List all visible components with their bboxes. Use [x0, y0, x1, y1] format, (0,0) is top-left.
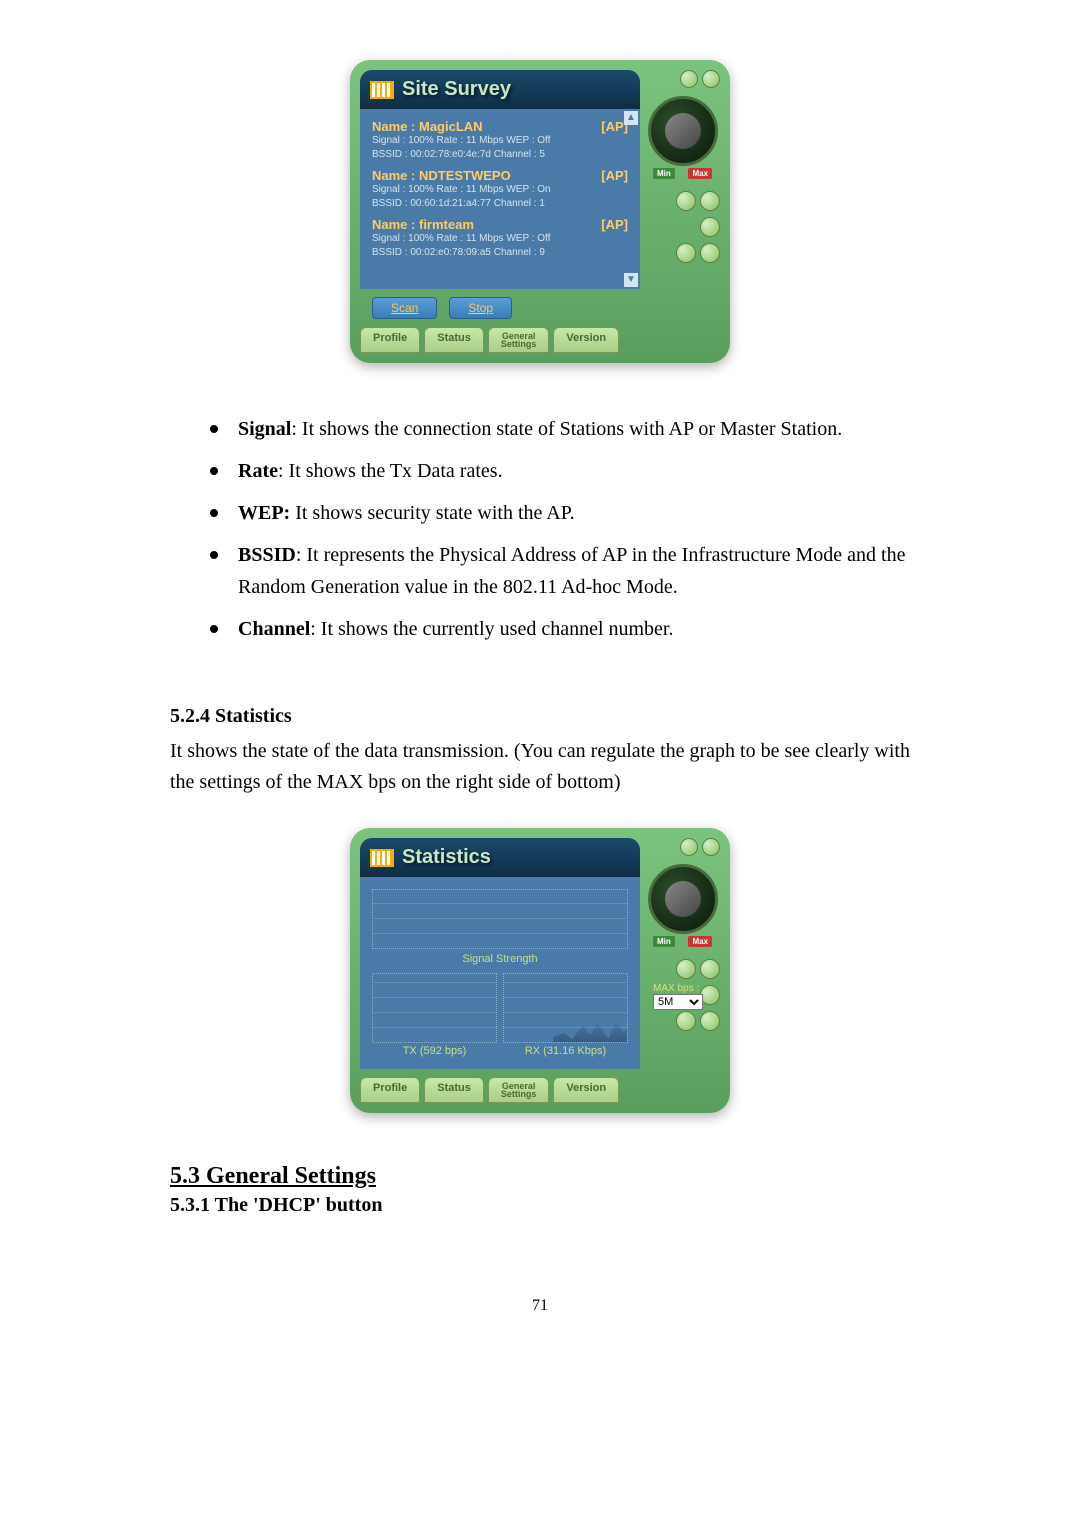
tx-graph — [372, 973, 497, 1043]
max-label: Max — [688, 936, 712, 947]
window-title: Statistics — [402, 846, 491, 869]
bullet-signal: Signal: It shows the connection state of… — [210, 413, 910, 445]
bullet-text: : It represents the Physical Address of … — [238, 544, 905, 598]
rx-graph — [503, 973, 628, 1043]
signal-dial — [648, 96, 718, 166]
tab-profile[interactable]: Profile — [360, 327, 420, 353]
network-detail-line: BSSID : 00:02:78:e0:4e:7d Channel : 5 — [372, 148, 628, 162]
name-label: Name : — [372, 217, 415, 232]
bullet-list: Signal: It shows the connection state of… — [210, 413, 910, 645]
bullet-label: Rate — [238, 460, 278, 482]
page-number: 71 — [170, 1297, 910, 1315]
side-icon[interactable] — [700, 191, 720, 211]
bullet-label: Channel — [238, 618, 310, 640]
window-title: Site Survey — [402, 78, 511, 101]
side-icon[interactable] — [700, 959, 720, 979]
max-bps-label: MAX bps : — [653, 983, 718, 994]
bullet-label: BSSID — [238, 544, 296, 566]
bullet-icon — [210, 509, 218, 517]
bullet-text: : It shows the Tx Data rates. — [278, 460, 503, 482]
side-icon[interactable] — [676, 243, 696, 263]
stop-button[interactable]: Stop — [449, 297, 512, 319]
minimize-icon[interactable] — [680, 838, 698, 856]
max-bps-control: MAX bps : 5M — [653, 983, 718, 1010]
bullet-wep: WEP: It shows security state with the AP… — [210, 497, 910, 529]
tab-status[interactable]: Status — [424, 1077, 484, 1103]
side-controls: Min Max — [645, 70, 720, 263]
network-item[interactable]: Name : MagicLAN [AP] Signal : 100% Rate … — [372, 119, 628, 162]
rx-label: RX (31.16 Kbps) — [503, 1045, 628, 1057]
bullet-bssid: BSSID: It represents the Physical Addres… — [210, 539, 910, 603]
network-detail-line: Signal : 100% Rate : 11 Mbps WEP : Off — [372, 232, 628, 246]
side-icon[interactable] — [676, 191, 696, 211]
dhcp-subheading: 5.3.1 The 'DHCP' button — [170, 1194, 910, 1217]
signal-strength-label: Signal Strength — [372, 953, 628, 965]
network-detail-line: BSSID : 00:02:e0:78:09:a5 Channel : 9 — [372, 246, 628, 260]
network-name: firmteam — [419, 217, 474, 232]
min-label: Min — [653, 936, 675, 947]
name-label: Name : — [372, 168, 415, 183]
bullet-rate: Rate: It shows the Tx Data rates. — [210, 455, 910, 487]
bullet-icon — [210, 551, 218, 559]
button-row: Scan Stop — [360, 289, 640, 319]
app-icon — [370, 81, 394, 99]
side-icon[interactable] — [700, 1011, 720, 1031]
statistics-heading: 5.2.4 Statistics — [170, 705, 910, 728]
network-detail-line: Signal : 100% Rate : 11 Mbps WEP : Off — [372, 134, 628, 148]
bottom-tabs: Profile Status GeneralSettings Version — [360, 1077, 660, 1103]
network-item[interactable]: Name : firmteam [AP] Signal : 100% Rate … — [372, 217, 628, 260]
site-survey-screenshot: Site Survey ▲ Name : MagicLAN [AP] Signa… — [170, 60, 910, 363]
app-window: Site Survey ▲ Name : MagicLAN [AP] Signa… — [350, 60, 730, 363]
tab-version[interactable]: Version — [553, 327, 619, 353]
max-bps-select[interactable]: 5M — [653, 994, 703, 1010]
network-type: [AP] — [601, 168, 628, 183]
scroll-down-icon[interactable]: ▼ — [624, 273, 638, 287]
bullet-icon — [210, 425, 218, 433]
tx-label: TX (592 bps) — [372, 1045, 497, 1057]
tab-profile[interactable]: Profile — [360, 1077, 420, 1103]
tab-status[interactable]: Status — [424, 327, 484, 353]
tab-general-settings[interactable]: GeneralSettings — [488, 1077, 550, 1103]
network-type: [AP] — [601, 217, 628, 232]
bullet-text: : It shows the connection state of Stati… — [291, 418, 842, 440]
title-bar: Site Survey — [360, 70, 640, 109]
bullet-icon — [210, 467, 218, 475]
network-detail-line: BSSID : 00:60:1d:21:a4:77 Channel : 1 — [372, 197, 628, 211]
stats-panel: Signal Strength TX (592 bps) RX (31.16 K… — [360, 877, 640, 1069]
scan-button[interactable]: Scan — [372, 297, 437, 319]
bullet-label: Signal — [238, 418, 291, 440]
network-item[interactable]: Name : NDTESTWEPO [AP] Signal : 100% Rat… — [372, 168, 628, 211]
network-detail-line: Signal : 100% Rate : 11 Mbps WEP : On — [372, 183, 628, 197]
side-icon[interactable] — [676, 1011, 696, 1031]
title-bar: Statistics — [360, 838, 640, 877]
min-label: Min — [653, 168, 675, 179]
general-settings-heading: 5.3 General Settings — [170, 1163, 910, 1190]
minimize-icon[interactable] — [680, 70, 698, 88]
network-list-panel: ▲ Name : MagicLAN [AP] Signal : 100% Rat… — [360, 109, 640, 289]
close-icon[interactable] — [702, 838, 720, 856]
signal-strength-graph — [372, 889, 628, 949]
bullet-text: : It shows the currently used channel nu… — [310, 618, 673, 640]
statistics-description: It shows the state of the data transmiss… — [170, 736, 910, 798]
network-name: NDTESTWEPO — [419, 168, 511, 183]
close-icon[interactable] — [702, 70, 720, 88]
bullet-text: It shows security state with the AP. — [290, 502, 574, 524]
name-label: Name : — [372, 119, 415, 134]
bullet-label: WEP: — [238, 502, 290, 524]
side-icon[interactable] — [700, 217, 720, 237]
tab-general-settings[interactable]: GeneralSettings — [488, 327, 550, 353]
app-window: Statistics Signal Strength TX (592 bps) … — [350, 828, 730, 1113]
side-icon[interactable] — [700, 243, 720, 263]
signal-dial — [648, 864, 718, 934]
bullet-channel: Channel: It shows the currently used cha… — [210, 613, 910, 645]
app-icon — [370, 849, 394, 867]
scroll-up-icon[interactable]: ▲ — [624, 111, 638, 125]
side-icon[interactable] — [676, 959, 696, 979]
max-label: Max — [688, 168, 712, 179]
bullet-icon — [210, 625, 218, 633]
statistics-screenshot: Statistics Signal Strength TX (592 bps) … — [170, 828, 910, 1113]
tab-version[interactable]: Version — [553, 1077, 619, 1103]
bottom-tabs: Profile Status GeneralSettings Version — [360, 327, 660, 353]
network-name: MagicLAN — [419, 119, 483, 134]
